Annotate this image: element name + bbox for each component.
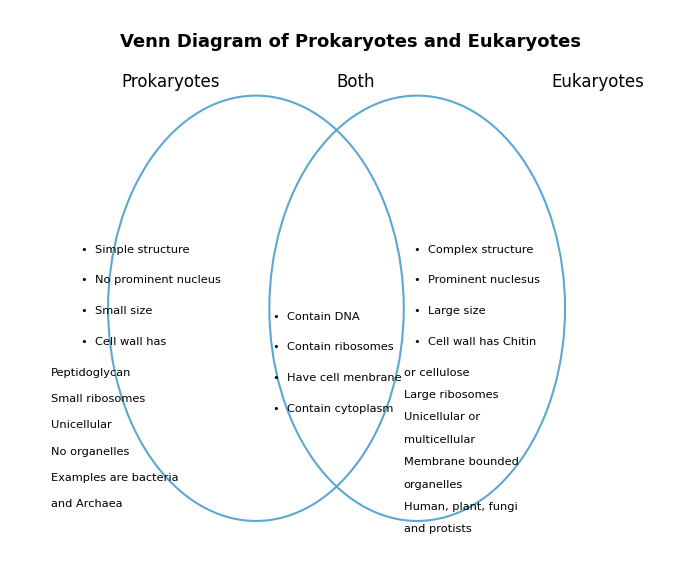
Text: •  Contain ribosomes: • Contain ribosomes	[273, 342, 393, 353]
Text: •  Contain cytoplasm: • Contain cytoplasm	[273, 404, 393, 414]
Text: Examples are bacteria: Examples are bacteria	[51, 473, 178, 483]
Text: •  Large size: • Large size	[414, 306, 486, 316]
Text: •  Complex structure: • Complex structure	[414, 244, 533, 255]
Text: Prokaryotes: Prokaryotes	[122, 73, 220, 90]
Text: or cellulose: or cellulose	[404, 368, 469, 378]
Text: Membrane bounded: Membrane bounded	[404, 457, 519, 467]
Text: •  Simple structure: • Simple structure	[81, 244, 190, 255]
Text: •  No prominent nucleus: • No prominent nucleus	[81, 275, 221, 285]
Text: organelles: organelles	[404, 480, 463, 490]
Text: •  Prominent nuclesus: • Prominent nuclesus	[414, 275, 540, 285]
Text: Unicellular or: Unicellular or	[404, 412, 480, 423]
Text: •  Cell wall has Chitin: • Cell wall has Chitin	[414, 337, 536, 347]
Text: No organelles: No organelles	[51, 447, 130, 456]
Text: and protists: and protists	[404, 524, 472, 535]
Text: Human, plant, fungi: Human, plant, fungi	[404, 502, 517, 512]
Text: •  Cell wall has: • Cell wall has	[81, 337, 167, 347]
Text: Small ribosomes: Small ribosomes	[51, 394, 145, 404]
Text: •  Small size: • Small size	[81, 306, 153, 316]
Text: multicellular: multicellular	[404, 435, 475, 445]
Text: Large ribosomes: Large ribosomes	[404, 390, 498, 400]
Text: Peptidoglycan: Peptidoglycan	[51, 368, 132, 378]
Text: and Archaea: and Archaea	[51, 499, 122, 509]
Text: Both: Both	[337, 73, 375, 90]
Text: Unicellular: Unicellular	[51, 420, 112, 430]
Text: Venn Diagram of Prokaryotes and Eukaryotes: Venn Diagram of Prokaryotes and Eukaryot…	[120, 33, 580, 51]
Text: •  Have cell menbrane: • Have cell menbrane	[273, 373, 401, 383]
Text: •  Contain DNA: • Contain DNA	[273, 312, 359, 322]
Text: Eukaryotes: Eukaryotes	[552, 73, 645, 90]
